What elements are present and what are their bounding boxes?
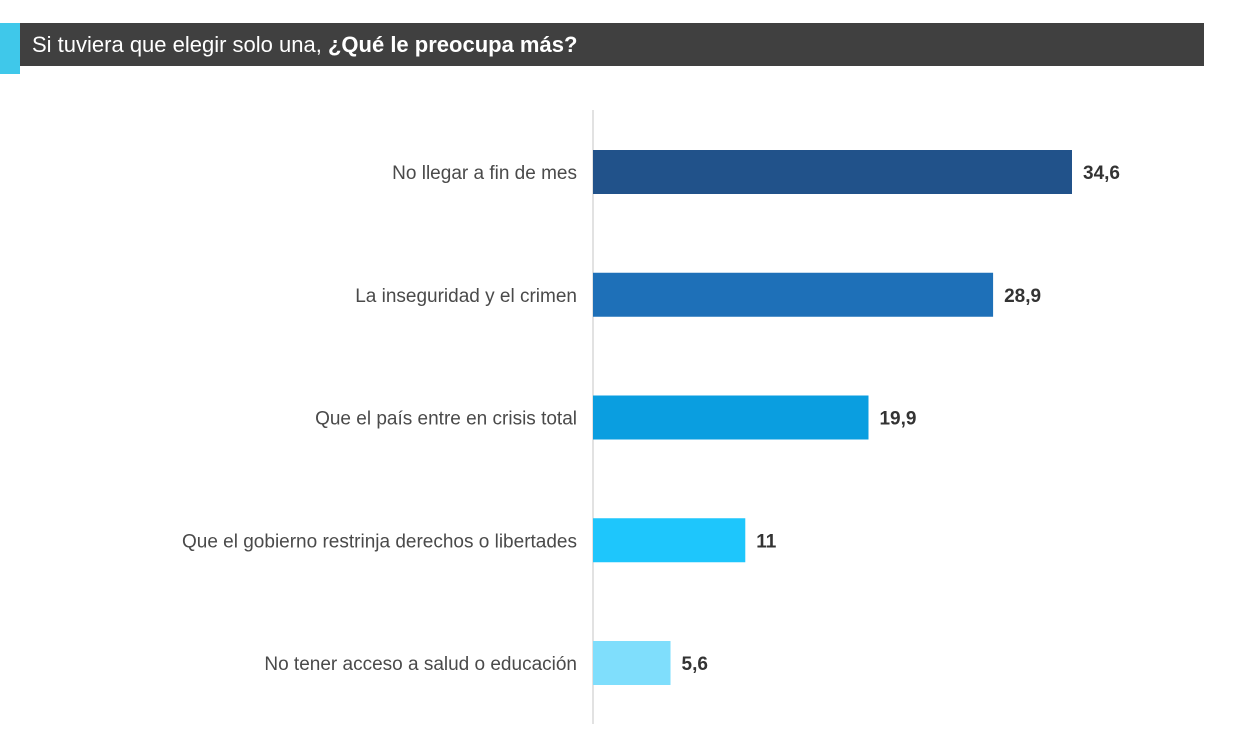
category-label-5: No tener acceso a salud o educación	[264, 654, 577, 675]
value-label-2: 28,9	[1004, 286, 1041, 307]
category-label-1: No llegar a fin de mes	[392, 163, 577, 184]
category-label-2: La inseguridad y el crimen	[355, 286, 577, 307]
bar-2	[593, 272, 994, 317]
category-label-3: Que el país entre en crisis total	[315, 409, 577, 430]
value-label-5: 5,6	[682, 654, 708, 675]
bar-4	[593, 518, 746, 563]
bar-1	[593, 150, 1072, 194]
bar-5	[593, 641, 671, 685]
category-label-4: Que el gobierno restrinja derechos o lib…	[182, 531, 577, 552]
title-question: ¿Qué le preocupa más?	[327, 31, 578, 57]
title-accent-bar	[0, 23, 20, 74]
chart-title: Si tuviera que elegir solo una, ¿Qué le …	[20, 23, 1204, 66]
title-prefix: Si tuviera que elegir solo una,	[32, 31, 322, 57]
value-label-4: 11	[756, 531, 777, 552]
bar-3	[593, 395, 869, 440]
value-label-3: 19,9	[879, 409, 916, 430]
value-label-1: 34,6	[1083, 163, 1120, 184]
